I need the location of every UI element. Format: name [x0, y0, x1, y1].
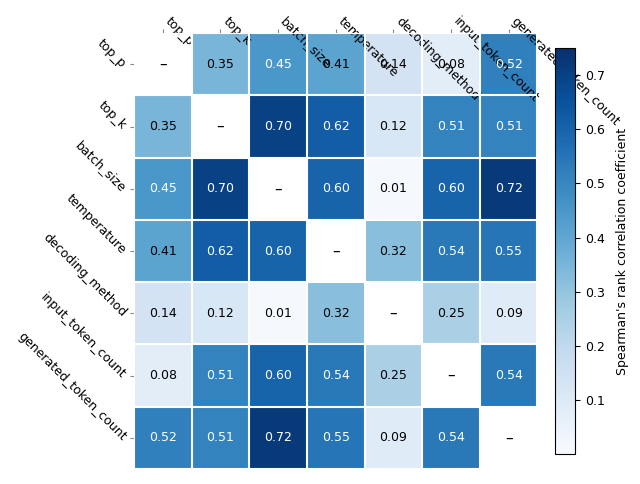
Text: 0.60: 0.60 [264, 244, 292, 257]
Bar [365, 282, 422, 345]
Text: 0.12: 0.12 [380, 120, 407, 133]
Text: 0.54: 0.54 [437, 431, 465, 444]
Text: 0.60: 0.60 [437, 182, 465, 196]
Bar [249, 220, 307, 282]
Bar [480, 220, 538, 282]
Text: 0.32: 0.32 [322, 307, 349, 320]
Bar [365, 95, 422, 158]
Bar [249, 158, 307, 220]
Text: 0.54: 0.54 [322, 369, 349, 382]
Text: 0.55: 0.55 [322, 431, 349, 444]
Text: 0.54: 0.54 [437, 244, 465, 257]
Bar [249, 95, 307, 158]
Bar [134, 407, 191, 469]
Bar [365, 407, 422, 469]
Bar [134, 158, 191, 220]
Text: –: – [275, 182, 282, 197]
Text: 0.12: 0.12 [207, 307, 234, 320]
Bar [191, 95, 249, 158]
Bar [365, 220, 422, 282]
Text: –: – [447, 368, 455, 383]
Bar [307, 345, 365, 407]
Text: 0.54: 0.54 [495, 369, 522, 382]
Bar [422, 220, 480, 282]
Text: 0.41: 0.41 [149, 244, 177, 257]
Text: 0.25: 0.25 [437, 307, 465, 320]
Bar [422, 158, 480, 220]
Bar [191, 407, 249, 469]
Text: –: – [216, 119, 224, 134]
Bar [307, 158, 365, 220]
Text: 0.60: 0.60 [322, 182, 349, 196]
Text: 0.14: 0.14 [380, 58, 407, 71]
Text: 0.08: 0.08 [148, 369, 177, 382]
Bar [134, 345, 191, 407]
Text: 0.09: 0.09 [495, 307, 522, 320]
Text: 0.72: 0.72 [495, 182, 522, 196]
Text: 0.41: 0.41 [322, 58, 349, 71]
Text: 0.32: 0.32 [380, 244, 407, 257]
Text: 0.70: 0.70 [264, 120, 292, 133]
Text: 0.51: 0.51 [207, 431, 234, 444]
Bar [307, 282, 365, 345]
Text: 0.72: 0.72 [264, 431, 292, 444]
Bar [307, 95, 365, 158]
Bar [422, 407, 480, 469]
Bar [480, 282, 538, 345]
Bar [480, 95, 538, 158]
Bar [365, 345, 422, 407]
Bar [307, 33, 365, 95]
Text: 0.35: 0.35 [149, 120, 177, 133]
Bar [134, 33, 191, 95]
Bar [249, 345, 307, 407]
Text: 0.51: 0.51 [437, 120, 465, 133]
Text: 0.09: 0.09 [380, 431, 407, 444]
Text: 0.01: 0.01 [380, 182, 407, 196]
Bar [249, 407, 307, 469]
Text: 0.51: 0.51 [207, 369, 234, 382]
Text: 0.70: 0.70 [207, 182, 234, 196]
Text: 0.52: 0.52 [495, 58, 522, 71]
Text: –: – [390, 306, 397, 321]
Bar [191, 158, 249, 220]
Bar [480, 345, 538, 407]
Bar [480, 33, 538, 95]
Text: –: – [332, 243, 339, 258]
Bar [134, 282, 191, 345]
Bar [134, 95, 191, 158]
Text: 0.14: 0.14 [149, 307, 177, 320]
Bar [249, 282, 307, 345]
Text: 0.01: 0.01 [264, 307, 292, 320]
Bar [422, 345, 480, 407]
Bar [422, 282, 480, 345]
Bar [134, 220, 191, 282]
Text: 0.45: 0.45 [149, 182, 177, 196]
Bar [480, 407, 538, 469]
Bar [365, 158, 422, 220]
Text: 0.35: 0.35 [207, 58, 234, 71]
Bar [480, 158, 538, 220]
Bar [249, 33, 307, 95]
Text: 0.62: 0.62 [207, 244, 234, 257]
Text: 0.08: 0.08 [437, 58, 465, 71]
Bar [307, 220, 365, 282]
Text: 0.51: 0.51 [495, 120, 522, 133]
Bar [365, 33, 422, 95]
Bar [191, 220, 249, 282]
Text: –: – [159, 57, 166, 72]
Bar [422, 33, 480, 95]
Text: 0.55: 0.55 [495, 244, 523, 257]
Bar [191, 33, 249, 95]
Text: 0.25: 0.25 [380, 369, 407, 382]
Text: 0.52: 0.52 [149, 431, 177, 444]
Y-axis label: Spearman's rank correlation coefficient: Spearman's rank correlation coefficient [616, 128, 629, 375]
Text: 0.60: 0.60 [264, 369, 292, 382]
Bar [307, 407, 365, 469]
Bar [422, 95, 480, 158]
Bar [191, 282, 249, 345]
Text: 0.45: 0.45 [264, 58, 292, 71]
Text: –: – [505, 430, 513, 445]
Text: 0.62: 0.62 [322, 120, 349, 133]
Bar [191, 345, 249, 407]
